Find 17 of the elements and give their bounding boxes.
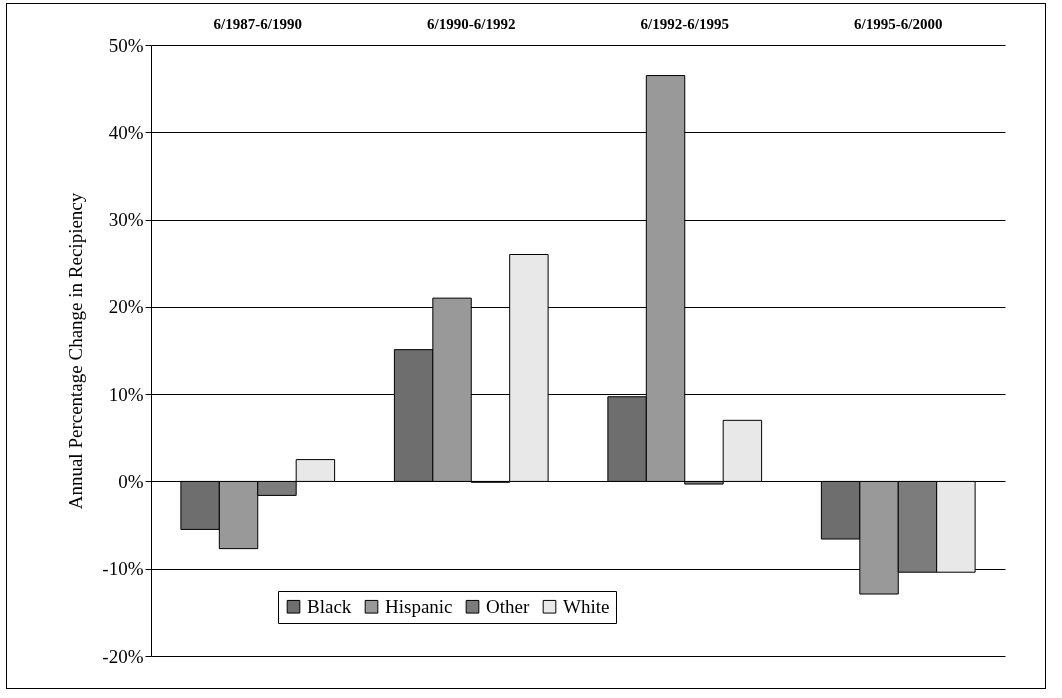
y-tick-label: 20%	[108, 296, 144, 318]
y-tick-label: -10%	[102, 558, 144, 580]
x-tick-label: 6/1992-6/1995	[640, 15, 729, 32]
y-tick-label: 30%	[108, 209, 144, 231]
legend-label: Hispanic	[385, 595, 453, 617]
legend-label: White	[563, 595, 610, 617]
y-tick-label: 0%	[118, 470, 144, 492]
y-tick-label: 40%	[108, 121, 144, 143]
x-tick-label: 6/1987-6/1990	[213, 15, 302, 32]
x-tick-label: 6/1990-6/1992	[427, 15, 516, 32]
legend-label: Black	[307, 595, 352, 617]
y-axis-title: Annual Percentage Change in Recipiency	[65, 192, 87, 510]
y-tick-label: 10%	[108, 383, 144, 405]
x-tick-label: 6/1995-6/2000	[854, 15, 943, 32]
y-tick-label: -20%	[102, 645, 144, 667]
y-tick-label: 50%	[108, 34, 144, 56]
legend-label: Other	[486, 595, 530, 617]
